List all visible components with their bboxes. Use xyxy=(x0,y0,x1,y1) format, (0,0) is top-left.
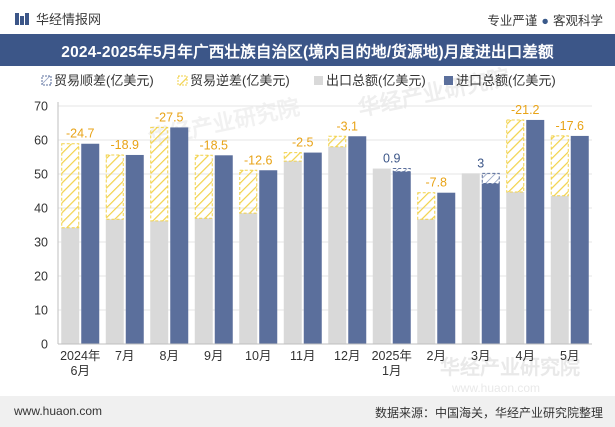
tag-professional: 专业严谨 xyxy=(487,14,537,28)
export-bar xyxy=(284,161,302,344)
watermark-text-3: 华经产业研究院 xyxy=(440,355,580,379)
x-tick-label: 8月 xyxy=(160,349,179,363)
chart-title: 2024-2025年5月年广西壮族自治区(境内目的地/货源地)月度进出口差额 xyxy=(0,40,615,62)
x-tick-label: 2024年 6月 xyxy=(60,349,100,378)
legend-label-surplus: 贸易顺差(亿美元) xyxy=(54,73,154,88)
deficit-bar xyxy=(507,120,524,192)
legend-export-swatch xyxy=(314,76,323,85)
deficit-bar xyxy=(329,136,346,147)
y-tick-label: 0 xyxy=(41,338,48,352)
import-bar xyxy=(526,120,544,344)
balance-data-label: -24.7 xyxy=(66,127,95,141)
y-tick-label: 70 xyxy=(34,100,48,114)
export-bar xyxy=(61,228,79,344)
x-tick-label: 5月 xyxy=(560,349,579,363)
top-bar: 华经情报网 专业严谨 ● 客观科学 xyxy=(0,0,615,34)
tag-objective: 客观科学 xyxy=(553,14,603,28)
watermark-url: www.huaon.com xyxy=(451,381,540,395)
x-tick-label: 11月 xyxy=(290,349,315,363)
y-tick-label: 30 xyxy=(34,236,48,250)
brand-logo-icon xyxy=(14,11,30,27)
x-tick-label: 12月 xyxy=(334,349,360,363)
balance-data-label: -27.5 xyxy=(155,110,184,124)
balance-data-label: -12.6 xyxy=(244,153,273,167)
import-bar xyxy=(259,170,277,344)
x-tick-label: 2月 xyxy=(427,349,446,363)
export-bar xyxy=(506,192,524,344)
y-tick-label: 40 xyxy=(34,202,48,216)
footer-url: www.huaon.com xyxy=(14,404,102,418)
import-bar xyxy=(348,136,366,344)
y-tick-label: 20 xyxy=(34,270,48,284)
chart: 华经产业研究院 华经产业研究院 华经产业研究院 www.huaon.com 贸易… xyxy=(0,66,615,396)
import-bar xyxy=(170,127,188,344)
balance-data-label: -7.8 xyxy=(425,176,447,190)
import-bar xyxy=(571,136,589,344)
y-tick-label: 50 xyxy=(34,168,48,182)
export-bar xyxy=(373,169,391,344)
export-bar xyxy=(195,218,213,344)
y-tick-label: 60 xyxy=(34,134,48,148)
surplus-bar xyxy=(482,173,499,183)
legend-label-deficit: 贸易逆差(亿美元) xyxy=(190,73,290,88)
balance-data-label: -18.9 xyxy=(111,138,140,152)
balance-data-label: -18.5 xyxy=(200,138,229,152)
import-bar xyxy=(393,172,411,344)
export-bar xyxy=(106,219,124,344)
import-bar xyxy=(482,184,500,344)
import-bar xyxy=(304,153,322,344)
legend-surplus-swatch xyxy=(42,76,51,85)
header-tags: 专业严谨 ● 客观科学 xyxy=(487,10,603,29)
export-bar xyxy=(551,196,569,344)
balance-data-label: -2.5 xyxy=(292,136,314,150)
legend-label-import: 进口总额(亿美元) xyxy=(456,73,556,88)
deficit-bar xyxy=(106,155,123,219)
y-tick-label: 10 xyxy=(34,304,48,318)
footer-source: 数据来源：中国海关，华经产业研究院整理 xyxy=(375,404,603,421)
deficit-bar xyxy=(418,193,435,220)
import-bar xyxy=(215,155,233,344)
export-bar xyxy=(150,221,168,344)
deficit-bar xyxy=(62,144,79,228)
balance-data-label: 0.9 xyxy=(383,152,400,166)
import-bar xyxy=(126,155,144,344)
export-bar xyxy=(239,213,257,344)
balance-data-label: -21.2 xyxy=(511,103,540,117)
x-tick-label: 9月 xyxy=(204,349,223,363)
balance-data-label: 3 xyxy=(477,156,484,170)
deficit-bar xyxy=(551,136,568,196)
chart-legend: 贸易顺差(亿美元) 贸易逆差(亿美元) 出口总额(亿美元) 进口总额(亿美元) xyxy=(42,73,556,88)
balance-data-label: -17.6 xyxy=(556,119,585,133)
deficit-bar xyxy=(151,127,168,221)
x-tick-label: 3月 xyxy=(471,349,490,363)
surplus-bar xyxy=(393,169,410,172)
import-bar xyxy=(81,144,99,344)
tag-separator: ● xyxy=(541,14,549,28)
brand: 华经情报网 xyxy=(14,9,101,28)
export-bar xyxy=(328,147,346,344)
x-tick-label: 2025年 1月 xyxy=(372,349,412,378)
deficit-bar xyxy=(284,153,301,162)
x-tick-label: 4月 xyxy=(516,349,535,363)
title-bar: 2024-2025年5月年广西壮族自治区(境内目的地/货源地)月度进出口差额 xyxy=(0,34,615,66)
import-bar xyxy=(437,193,455,344)
legend-import-swatch xyxy=(444,76,453,85)
export-bar xyxy=(462,173,480,344)
legend-deficit-swatch xyxy=(178,76,187,85)
export-bar xyxy=(417,219,435,344)
legend-label-export: 出口总额(亿美元) xyxy=(326,73,426,88)
deficit-bar xyxy=(195,155,212,218)
x-tick-label: 10月 xyxy=(245,349,271,363)
x-tick-label: 7月 xyxy=(115,349,134,363)
deficit-bar xyxy=(240,170,257,213)
footer: www.huaon.com 数据来源：中国海关，华经产业研究院整理 xyxy=(0,396,615,427)
balance-data-label: -3.1 xyxy=(336,119,358,133)
brand-name: 华经情报网 xyxy=(36,9,101,28)
